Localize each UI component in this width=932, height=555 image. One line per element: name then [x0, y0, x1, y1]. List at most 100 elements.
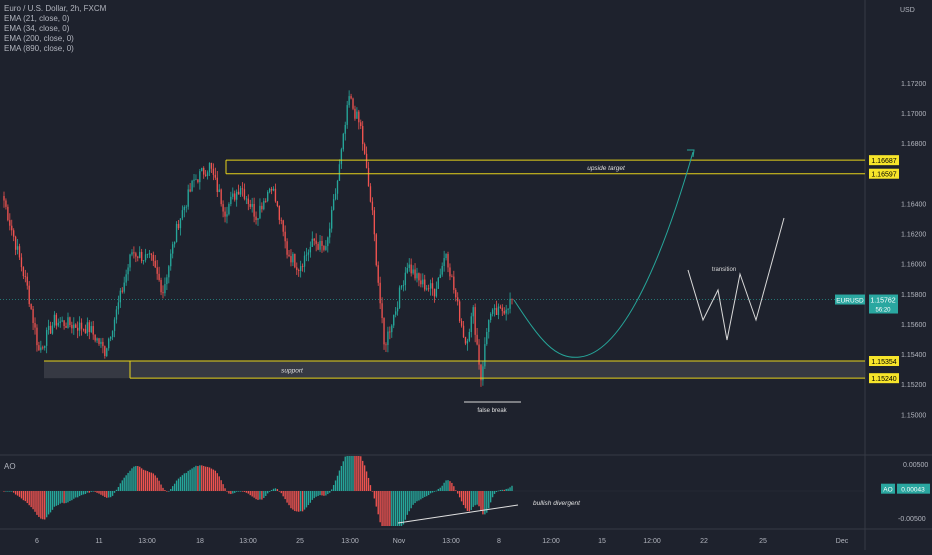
- candle-body: [412, 269, 414, 274]
- candle-body: [3, 195, 5, 201]
- ao-bar: [133, 466, 135, 491]
- candle-body: [18, 246, 21, 258]
- candle-body: [7, 206, 9, 221]
- indicator-ema-34[interactable]: EMA (34, close, 0): [4, 24, 70, 33]
- ao-bar: [336, 475, 339, 491]
- ao-bar: [369, 485, 372, 491]
- candle-body: [410, 264, 412, 274]
- candle-body: [274, 188, 277, 202]
- candle-body: [509, 298, 511, 309]
- indicator-ema-21[interactable]: EMA (21, close, 0): [4, 14, 70, 23]
- candle-body: [501, 307, 503, 312]
- ao-bar: [354, 456, 356, 491]
- ao-bar: [404, 491, 407, 520]
- indicator-ema-890[interactable]: EMA (890, close, 0): [4, 44, 74, 53]
- candle-body: [288, 254, 290, 257]
- ao-bar: [462, 491, 465, 506]
- ao-bar: [420, 491, 422, 500]
- ao-bar: [197, 466, 199, 491]
- ao-bar: [398, 491, 401, 526]
- ao-bar: [115, 489, 118, 491]
- level-price-tag: [869, 355, 899, 366]
- level-price-label: 1.16597: [871, 172, 896, 179]
- candle-body: [9, 220, 11, 226]
- ao-bar: [191, 468, 193, 491]
- price-tick-label: 1.15600: [901, 322, 926, 329]
- ao-bar: [206, 466, 209, 491]
- candle-body: [393, 314, 395, 326]
- candle-body: [474, 307, 476, 335]
- level-price-label: 1.15354: [871, 359, 896, 366]
- candle-body: [305, 254, 308, 256]
- candle-body: [325, 246, 327, 250]
- ao-bar: [111, 491, 114, 496]
- candle-body: [84, 329, 87, 334]
- candle-body: [280, 219, 282, 221]
- candle-body: [478, 344, 480, 365]
- ao-bar: [104, 491, 106, 497]
- time-tick-label: 11: [95, 538, 102, 545]
- level-price-tag: [869, 168, 899, 179]
- candle-body: [26, 276, 28, 286]
- ao-bar: [317, 491, 319, 496]
- symbol-tag-label: EURUSD: [836, 298, 864, 305]
- ao-bar: [284, 491, 286, 500]
- ao-bar: [360, 456, 362, 491]
- candle-body: [139, 251, 141, 258]
- candle-body: [352, 98, 354, 109]
- candle-body: [435, 288, 438, 297]
- candle-body: [363, 144, 366, 154]
- ao-bar: [379, 491, 381, 523]
- ao-bar: [493, 491, 496, 494]
- candle-body: [38, 345, 40, 351]
- ao-bar: [396, 491, 399, 526]
- candle-body: [65, 325, 67, 328]
- ao-bar: [497, 490, 500, 492]
- ao-bar: [135, 465, 137, 491]
- candle-body: [234, 193, 236, 200]
- candle-body: [449, 267, 451, 277]
- symbol-title[interactable]: Euro / U.S. Dollar, 2h, FXCM: [4, 4, 107, 13]
- current-price-tag[interactable]: [869, 294, 898, 314]
- ao-pane-title[interactable]: AO: [4, 462, 16, 471]
- ao-bar: [408, 491, 410, 512]
- ao-bar: [177, 478, 180, 491]
- candle-body: [125, 274, 127, 283]
- candle-body: [362, 126, 364, 145]
- candle-body: [344, 124, 346, 134]
- ao-bar: [261, 491, 263, 500]
- ao-bar: [164, 490, 166, 491]
- candle-body: [296, 267, 298, 271]
- ao-bar: [509, 487, 511, 491]
- chart-legend: Euro / U.S. Dollar, 2h, FXCM EMA (21, cl…: [4, 4, 106, 54]
- ao-bar: [38, 491, 40, 517]
- time-tick-label: Nov: [393, 538, 406, 545]
- candle-body: [406, 267, 408, 273]
- ao-bar: [470, 491, 472, 510]
- ao-bar: [267, 491, 269, 494]
- ao-bar: [69, 491, 71, 502]
- candle-body: [195, 179, 197, 181]
- candle-body: [140, 251, 143, 262]
- ao-bar: [476, 491, 478, 505]
- level-price-tag: [869, 373, 899, 384]
- ao-bar: [418, 491, 420, 501]
- candle-body: [303, 255, 306, 267]
- indicator-ema-200[interactable]: EMA (200, close, 0): [4, 34, 74, 43]
- ao-bar: [173, 483, 176, 491]
- ao-bar: [175, 480, 178, 491]
- candle-body: [396, 307, 399, 312]
- ao-bar: [327, 491, 329, 495]
- ao-bar: [391, 491, 393, 526]
- ao-bar: [22, 491, 25, 501]
- ao-bar: [154, 475, 156, 491]
- ao-bar: [507, 488, 509, 491]
- ao-bar: [181, 475, 184, 491]
- candle-body: [338, 164, 341, 181]
- time-tick-label: 6: [35, 538, 39, 545]
- ao-bar: [32, 491, 34, 510]
- ao-bar: [435, 490, 438, 492]
- candle-body: [102, 341, 104, 347]
